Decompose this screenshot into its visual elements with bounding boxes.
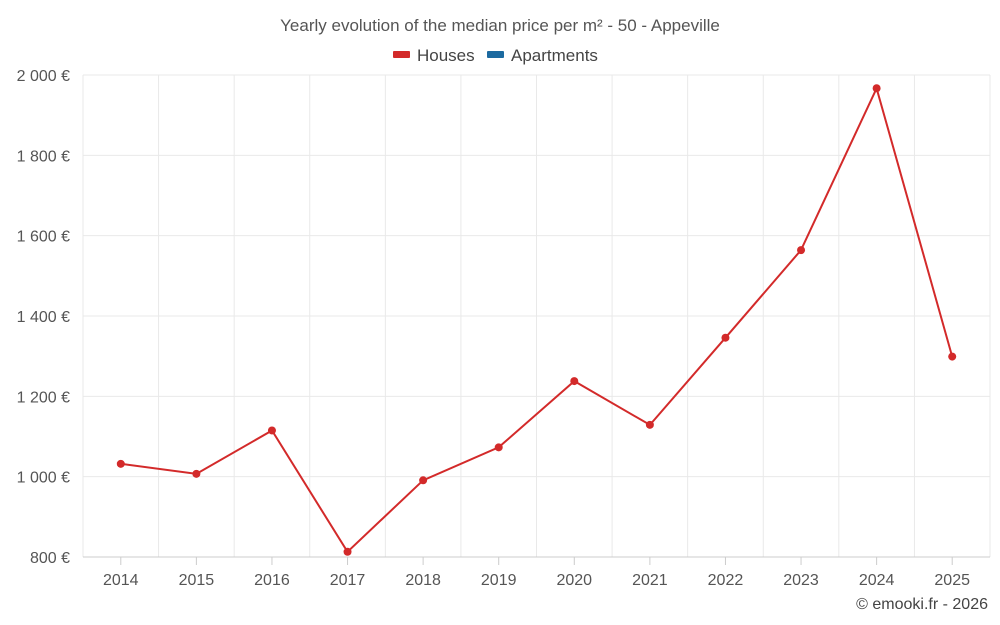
data-point[interactable] <box>721 333 730 342</box>
y-tick-label: 800 € <box>30 550 70 567</box>
legend-label: Apartments <box>511 46 598 65</box>
x-tick-label: 2019 <box>481 572 517 589</box>
data-point[interactable] <box>570 377 579 386</box>
x-tick-label: 2018 <box>405 572 441 589</box>
data-point[interactable] <box>267 426 276 435</box>
x-tick-label: 2014 <box>103 572 139 589</box>
credit-text: © emooki.fr - 2026 <box>856 596 988 613</box>
data-point[interactable] <box>343 547 352 556</box>
legend-item-apartments[interactable]: Apartments <box>487 46 598 65</box>
x-tick-label: 2017 <box>330 572 366 589</box>
legend: Houses Apartments <box>393 46 598 65</box>
legend-item-houses[interactable]: Houses <box>393 46 475 65</box>
legend-swatch <box>487 51 504 58</box>
y-tick-label: 1 200 € <box>17 389 70 406</box>
x-tick-label: 2024 <box>859 572 895 589</box>
legend-label: Houses <box>417 46 475 65</box>
series-layer <box>116 84 957 556</box>
data-point[interactable] <box>797 246 806 255</box>
y-tick-label: 2 000 € <box>17 68 70 85</box>
y-axis: 800 € 1 000 € 1 200 € 1 400 € 1 600 € 1 800 €… <box>17 68 70 567</box>
chart-title: Yearly evolution of the median price per… <box>280 16 720 35</box>
x-axis: 2014 2015 2016 2017 2018 2019 2020 2021 2022 2023… <box>83 556 990 589</box>
data-point[interactable] <box>192 469 201 478</box>
x-tick-label: 2023 <box>783 572 819 589</box>
x-tick-label: 2020 <box>556 572 592 589</box>
x-tick-label: 2015 <box>179 572 215 589</box>
data-point[interactable] <box>948 352 957 361</box>
x-tick-label: 2021 <box>632 572 668 589</box>
y-tick-label: 1 600 € <box>17 229 70 246</box>
series-line-houses <box>120 85 954 554</box>
y-tick-label: 1 400 € <box>17 309 70 326</box>
data-point[interactable] <box>494 443 503 452</box>
data-point[interactable] <box>419 476 428 485</box>
grid-lines <box>82 74 991 557</box>
y-tick-label: 1 000 € <box>17 470 70 487</box>
y-tick-label: 1 800 € <box>17 148 70 165</box>
legend-swatch <box>393 51 410 58</box>
data-point[interactable] <box>872 84 881 93</box>
x-tick-label: 2016 <box>254 572 290 589</box>
series-houses <box>116 84 957 556</box>
x-tick-label: 2022 <box>708 572 744 589</box>
data-point[interactable] <box>645 420 654 429</box>
data-point[interactable] <box>116 459 125 468</box>
x-tick-label: 2025 <box>934 572 970 589</box>
